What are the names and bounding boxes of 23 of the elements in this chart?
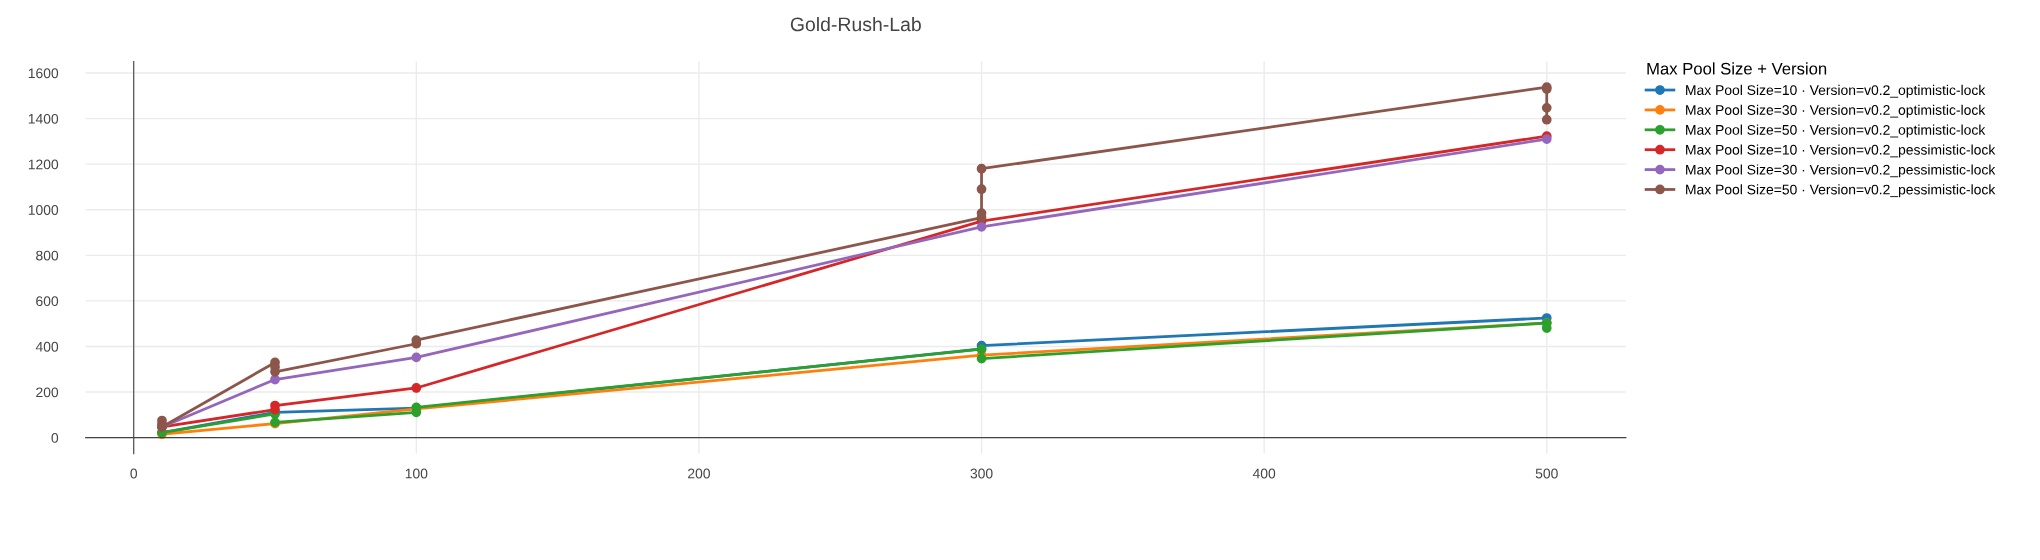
y-tick-label: 1400	[28, 113, 59, 124]
y-tick-label: 400	[35, 341, 59, 352]
chart-title: Gold-Rush-Lab	[790, 16, 921, 32]
y-tick-label: 200	[36, 387, 59, 398]
legend-label: Max Pool Size=30 · Version=v0.2_optimistic-lock	[1686, 104, 1986, 118]
x-tick-label: 300	[970, 468, 993, 479]
x-tick-label: 0	[130, 468, 138, 479]
y-tick-label: 1200	[28, 159, 59, 170]
legend-label: Max Pool Size=30 · Version=v0.2_pessimistic-lock	[1686, 164, 1996, 178]
y-tick-label: 800	[36, 250, 59, 261]
y-tick-label: 1000	[28, 205, 59, 215]
x-tick-label: 200	[688, 468, 710, 479]
x-tick-label: 400	[1252, 468, 1276, 479]
y-tick-label: 600	[36, 296, 59, 307]
legend-label: Max Pool Size=50 · Version=v0.2_optimistic-lock	[1686, 124, 1986, 138]
y-tick-label: 0	[51, 432, 59, 443]
x-tick-label: 500	[1535, 468, 1558, 479]
y-tick-label: 1600	[28, 68, 59, 79]
legend-label: Max Pool Size=50 · Version=v0.2_pessimistic-lock	[1686, 184, 1996, 198]
legend-label: Max Pool Size=10 · Version=v0.2_optimistic-lock	[1686, 84, 1986, 98]
x-tick-label: 100	[405, 468, 428, 479]
legend-title: Max Pool Size + Version	[1647, 62, 1827, 75]
legend-label: Max Pool Size=10 · Version=v0.2_pessimistic-lock	[1686, 144, 1996, 158]
